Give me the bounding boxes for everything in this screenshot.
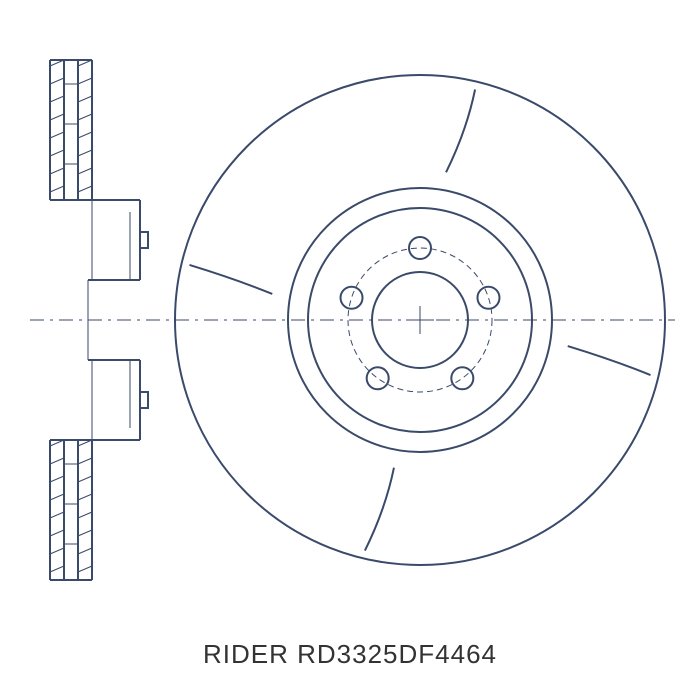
- part-caption: RIDER RD3325DF4464: [0, 639, 700, 670]
- technical-drawing: RIDER RD3325DF4464: [0, 0, 700, 700]
- drawing-svg: [0, 0, 700, 620]
- part-number: RD3325DF4464: [297, 639, 497, 669]
- brand-label: RIDER: [203, 639, 289, 669]
